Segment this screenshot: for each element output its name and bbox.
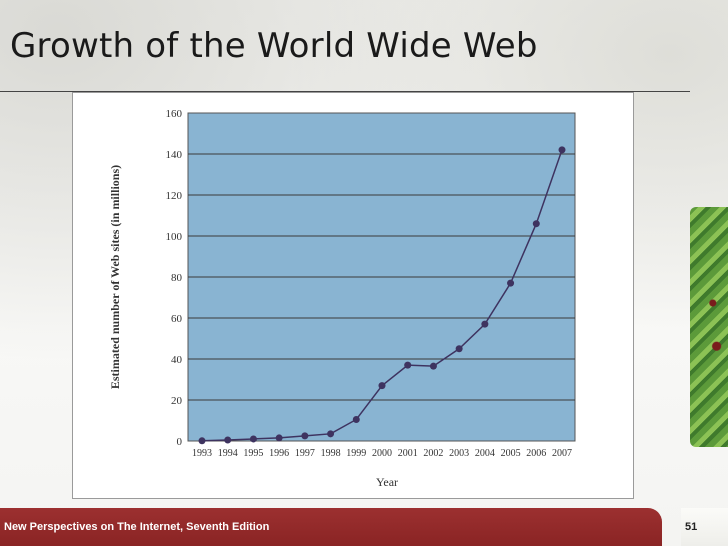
x-tick-label: 1993: [192, 448, 212, 459]
x-tick-label: 2003: [449, 448, 469, 459]
page-number: 51: [685, 521, 698, 533]
data-point: [532, 220, 540, 228]
x-tick-label: 1996: [269, 448, 289, 459]
y-tick-label: 0: [177, 436, 183, 448]
chart-frame: 0 20 40 60 80 100 120 140 160 1993 1994 1995 1996 19…: [72, 92, 634, 499]
data-point: [352, 415, 360, 423]
data-point: [404, 361, 412, 369]
data-point: [249, 435, 257, 443]
data-point: [481, 320, 489, 328]
x-tick-label: 1997: [295, 448, 315, 459]
footer-text: New Perspectives on The Internet, Sevent…: [4, 521, 270, 533]
data-point: [378, 382, 386, 390]
data-point: [198, 437, 206, 445]
y-tick-label: 160: [166, 108, 183, 120]
x-tick-label: 1994: [218, 448, 238, 459]
data-point: [558, 146, 566, 154]
y-tick-label: 120: [166, 190, 183, 202]
x-tick-label: 2005: [501, 448, 521, 459]
x-tick-label: 2007: [552, 448, 572, 459]
x-tick-label: 2002: [423, 448, 443, 459]
x-tick-label: 2006: [526, 448, 546, 459]
data-point: [327, 430, 335, 438]
line-chart: 0 20 40 60 80 100 120 140 160 1993 1994 1995 1996 19…: [108, 108, 576, 489]
x-tick-label: 2000: [372, 448, 392, 459]
slide-title: Growth of the World Wide Web: [10, 26, 538, 66]
y-tick-label: 100: [166, 231, 183, 243]
x-tick-label: 1995: [243, 448, 263, 459]
x-tick-label: 2004: [475, 448, 495, 459]
decorative-leaf-image: [690, 207, 728, 447]
y-tick-label: 60: [171, 313, 183, 325]
y-tick-label: 40: [171, 354, 183, 366]
x-tick-label: 1999: [346, 448, 366, 459]
data-point: [455, 345, 463, 353]
y-tick-label: 80: [171, 272, 183, 284]
x-tick-label: 1998: [321, 448, 341, 459]
y-axis-label: Estimated number of Web sites (in millio…: [108, 165, 122, 389]
page-number-tab: 51: [681, 508, 728, 546]
x-axis-label: Year: [376, 475, 398, 489]
x-tick-label: 2001: [398, 448, 418, 459]
footer-bar: New Perspectives on The Internet, Sevent…: [0, 508, 662, 546]
data-point: [429, 362, 437, 370]
y-tick-label: 20: [171, 395, 183, 407]
data-point: [275, 434, 283, 442]
title-divider: [0, 91, 690, 92]
data-point: [301, 432, 309, 440]
data-point: [224, 436, 232, 444]
data-point: [507, 279, 515, 287]
y-tick-label: 140: [166, 149, 183, 161]
